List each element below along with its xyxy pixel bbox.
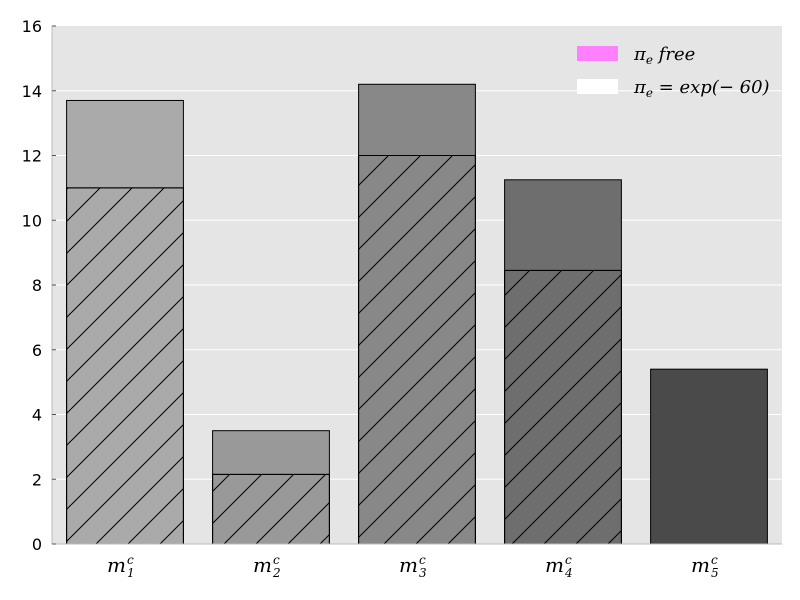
bar-free-5 [650,368,768,545]
legend-item-2: πe = exp(− 60) [577,77,770,100]
svg-text:1: 1 [127,566,135,580]
svg-text:5: 5 [711,566,719,580]
bar-fixed-hatch-4 [504,269,622,545]
bar-group-3 [358,83,476,545]
y-tick-label: 10 [22,211,42,230]
bar-group-1 [66,99,184,545]
y-tick-label: 16 [22,17,42,36]
svg-text:m: m [107,553,126,577]
svg-text:c: c [273,553,280,567]
y-tick-label: 8 [32,276,42,295]
y-tick-label: 4 [32,406,42,425]
y-tick-label: 2 [32,470,42,489]
legend-swatch-2 [577,79,618,94]
svg-text:c: c [711,553,718,567]
svg-text:m: m [545,553,564,577]
x-tick-label-3: m c3 [399,553,427,580]
bar-fixed-hatch-1 [66,187,184,545]
svg-text:c: c [419,553,426,567]
svg-text:c: c [565,553,572,567]
bar-group-5 [650,368,768,545]
svg-text:4: 4 [564,566,573,580]
x-tick-label-2: m c2 [253,553,281,580]
y-tick-label: 0 [32,535,42,554]
y-tick-label: 6 [32,341,42,360]
legend-label-2: πe = exp(− 60) [633,77,770,100]
bar-group-4 [504,179,622,545]
svg-text:2: 2 [272,566,281,580]
svg-text:c: c [127,553,134,567]
legend-item-1: πe free [577,44,695,67]
x-tick-label-4: m c4 [545,553,573,580]
bar-fixed-hatch-3 [358,155,476,545]
svg-text:m: m [253,553,272,577]
legend-label-1: πe free [633,44,695,67]
svg-text:m: m [691,553,710,577]
y-tick-label: 12 [22,147,42,166]
x-tick-label-1: m c1 [107,553,135,580]
y-tick-label: 14 [22,82,42,101]
legend-swatch-1 [577,46,618,61]
svg-text:3: 3 [419,566,427,580]
bar-fixed-hatch-2 [212,473,330,545]
svg-text:m: m [399,553,418,577]
x-tick-label-5: m c5 [691,553,719,580]
bar-group-2 [212,430,330,545]
